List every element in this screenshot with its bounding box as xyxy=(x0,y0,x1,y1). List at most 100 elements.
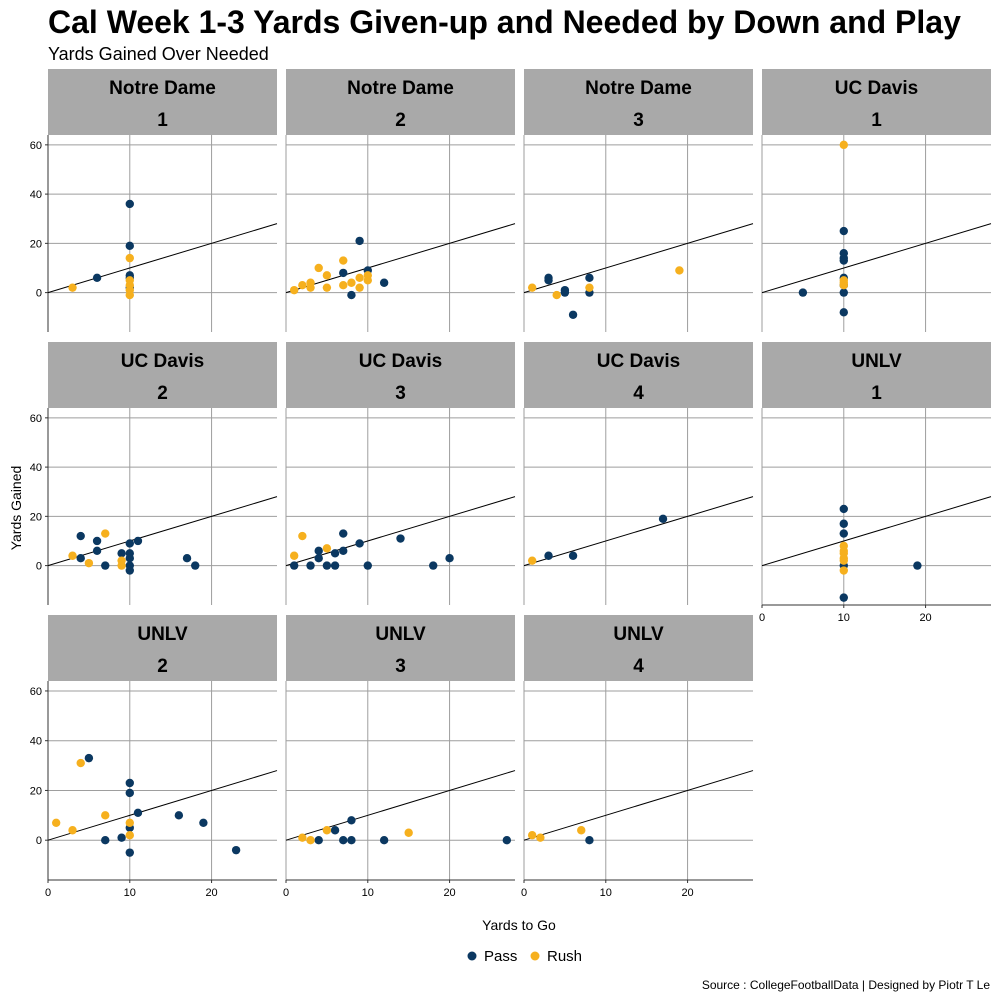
pass-point xyxy=(363,561,372,570)
facet-down-label: 1 xyxy=(157,110,168,131)
x-tick-label: 10 xyxy=(600,887,612,899)
y-tick-label: 20 xyxy=(30,785,42,797)
pass-point xyxy=(568,310,578,319)
reference-line xyxy=(285,770,516,841)
facet-panel: UC Davis 4 xyxy=(523,342,754,605)
facet-opponent-label: Notre Dame xyxy=(109,78,216,99)
reference-line xyxy=(47,223,278,294)
pass-point xyxy=(133,808,143,818)
x-axis-title: Yards to Go xyxy=(482,917,556,933)
facet-down-label: 3 xyxy=(395,383,406,404)
facet-down-label: 3 xyxy=(395,656,406,677)
rush-point xyxy=(839,556,848,565)
reference-line xyxy=(285,223,516,294)
pass-point xyxy=(560,288,570,297)
facet-opponent-label: Notre Dame xyxy=(585,78,692,99)
facet-opponent-label: UC Davis xyxy=(121,351,204,372)
pass-point xyxy=(568,551,578,560)
rush-point xyxy=(363,276,372,285)
facet-panel: Notre Dame 3 xyxy=(523,69,754,332)
pass-point xyxy=(92,546,102,556)
facet-opponent-label: UC Davis xyxy=(835,78,918,99)
rush-point xyxy=(68,283,77,292)
facet-opponent-label: UNLV xyxy=(137,624,188,645)
y-tick-label: 0 xyxy=(36,288,42,300)
rush-point xyxy=(404,828,413,837)
facet-panel: UNLV 4 0 10 20 xyxy=(521,615,754,899)
pass-point xyxy=(347,816,356,825)
rush-point xyxy=(552,290,561,300)
pass-point xyxy=(839,593,848,602)
facet-down-label: 1 xyxy=(871,383,882,404)
pass-point xyxy=(76,531,85,541)
facet-strip xyxy=(48,615,277,681)
rush-point xyxy=(298,833,307,842)
rush-point xyxy=(289,285,299,295)
rush-point xyxy=(306,283,315,292)
facet-down-label: 4 xyxy=(633,383,644,404)
rush-point xyxy=(527,831,537,840)
facet-panel: Notre Dame 2 xyxy=(285,69,516,332)
facet-opponent-label: Notre Dame xyxy=(347,78,454,99)
pass-point xyxy=(117,549,126,558)
rush-point xyxy=(322,826,332,835)
pass-point xyxy=(125,241,134,251)
facet-opponent-label: UC Davis xyxy=(359,351,442,372)
rush-point xyxy=(322,544,332,553)
pass-point xyxy=(798,288,808,297)
rush-point xyxy=(289,551,299,560)
y-tick-label: 60 xyxy=(30,140,42,152)
rush-point xyxy=(101,811,110,820)
reference-line xyxy=(761,223,992,294)
pass-point xyxy=(84,753,94,763)
legend-pass-label: Pass xyxy=(484,948,517,965)
chart-subtitle: Yards Gained Over Needed xyxy=(48,44,269,64)
x-tick-label: 10 xyxy=(362,887,374,899)
y-axis-title: Yards Gained xyxy=(8,466,24,551)
rush-point xyxy=(322,271,332,280)
pass-point xyxy=(191,561,200,570)
facet-down-label: 3 xyxy=(633,110,644,131)
pass-point xyxy=(347,290,356,300)
pass-point xyxy=(429,561,438,570)
facet-strip xyxy=(286,69,515,135)
rush-point xyxy=(322,283,332,292)
rush-point xyxy=(839,281,848,290)
rush-point xyxy=(125,818,134,827)
pass-point xyxy=(125,199,134,209)
pass-point xyxy=(125,788,134,798)
pass-point xyxy=(839,256,848,265)
pass-point xyxy=(330,549,340,558)
x-tick-label: 20 xyxy=(205,887,217,899)
x-tick-label: 20 xyxy=(681,887,693,899)
pass-point xyxy=(339,268,348,278)
pass-point xyxy=(133,536,143,546)
facet-down-label: 2 xyxy=(157,656,168,677)
y-tick-label: 40 xyxy=(30,736,42,748)
facet-panel: UC Davis 1 xyxy=(761,69,992,332)
facet-down-label: 2 xyxy=(157,383,168,404)
rush-point xyxy=(101,529,110,538)
pass-point xyxy=(339,836,348,845)
pass-point xyxy=(585,836,594,845)
facet-strip xyxy=(48,342,277,408)
facet-strip xyxy=(286,342,515,408)
pass-point xyxy=(379,278,389,287)
y-tick-label: 0 xyxy=(36,561,42,573)
pass-point xyxy=(117,833,126,842)
pass-point xyxy=(502,836,512,845)
pass-point xyxy=(355,539,364,548)
pass-point xyxy=(199,818,208,827)
rush-point xyxy=(125,253,134,263)
pass-point xyxy=(839,308,848,317)
reference-line xyxy=(285,496,516,567)
pass-point xyxy=(92,536,102,546)
rush-point xyxy=(585,283,594,292)
pass-point xyxy=(125,539,134,548)
pass-point xyxy=(231,845,241,855)
pass-point xyxy=(396,534,405,543)
rush-point xyxy=(117,561,126,570)
legend: Pass Rush xyxy=(467,948,582,965)
x-tick-label: 20 xyxy=(919,612,931,624)
